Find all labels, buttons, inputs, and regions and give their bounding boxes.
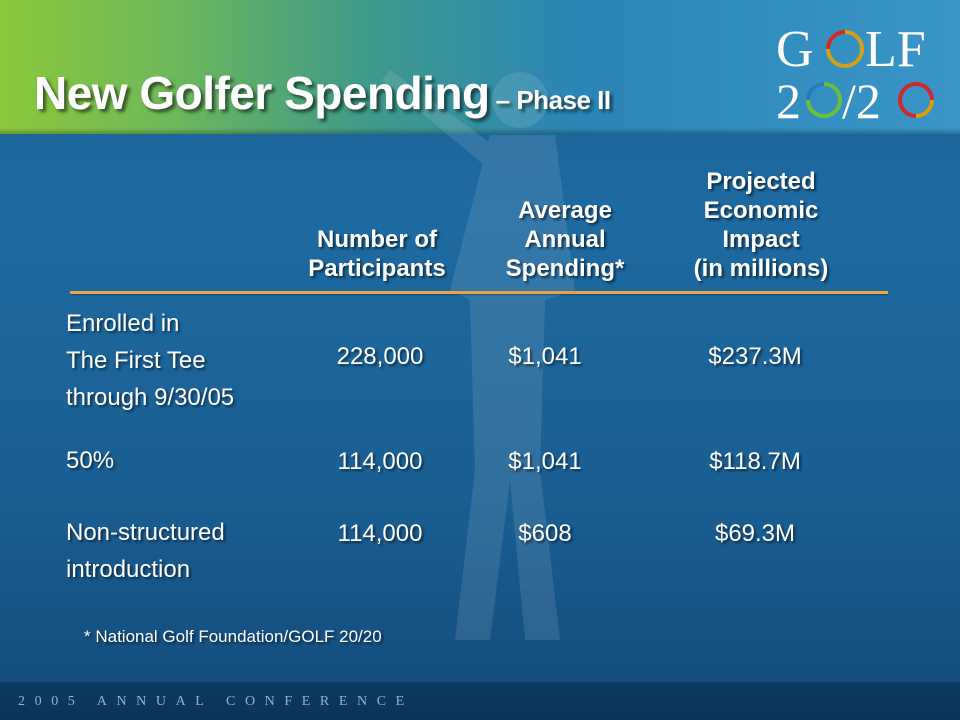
- header-participants-line: Number of: [317, 226, 437, 253]
- row-label-line: Enrolled in: [66, 310, 180, 337]
- footer-band: 2005 ANNUAL CONFERENCE: [0, 682, 960, 720]
- header-impact-line: Projected: [706, 168, 816, 195]
- header-band: [0, 0, 960, 134]
- cell-participants: 114,000: [337, 520, 423, 547]
- header-spending: Average Annual Spending*: [490, 196, 640, 283]
- header-participants-line: Participants: [308, 255, 446, 282]
- header-participants: Number of Participants: [296, 225, 458, 283]
- title-main: New Golfer Spending: [34, 67, 490, 119]
- header-spending-line: Spending*: [505, 255, 625, 282]
- cell-impact: $118.7M: [709, 448, 801, 475]
- svg-text:G: G: [776, 21, 814, 78]
- cell-participants: 114,000: [337, 448, 423, 475]
- header-spending-line: Average: [518, 197, 612, 224]
- header-impact-line: Economic: [703, 197, 819, 224]
- header-impact: Projected Economic Impact (in millions): [676, 167, 846, 283]
- page-title: New Golfer Spending – Phase II: [34, 66, 611, 120]
- cell-spending: $1,041: [508, 448, 582, 475]
- cell-impact: $237.3M: [708, 343, 802, 370]
- golf-2020-logo: G LF 2 /2: [776, 21, 934, 126]
- golfer-silhouette-icon: [382, 70, 575, 640]
- row-label: 50%: [66, 442, 114, 479]
- footer-text: 2005 ANNUAL CONFERENCE: [18, 694, 414, 709]
- cell-spending: $1,041: [508, 343, 582, 370]
- row-label-line: The First Tee: [66, 347, 206, 374]
- svg-text:LF: LF: [865, 21, 926, 78]
- cell-spending: $608: [518, 520, 572, 547]
- title-phase: – Phase II: [495, 85, 611, 115]
- svg-text:/2: /2: [842, 73, 881, 126]
- row-label-line: Non-structured: [66, 519, 225, 546]
- row-label-line: through 9/30/05: [66, 384, 235, 411]
- cell-participants: 228,000: [336, 343, 424, 370]
- cell-impact: $69.3M: [714, 520, 796, 547]
- row-label-line: introduction: [66, 556, 191, 583]
- row-label: Enrolled in The First Tee through 9/30/0…: [66, 305, 234, 416]
- header-divider: [70, 291, 888, 294]
- svg-text:2: 2: [776, 73, 801, 126]
- header-impact-line: (in millions): [693, 255, 829, 282]
- footnote: * National Golf Foundation/GOLF 20/20: [84, 627, 382, 646]
- row-label-line: 50%: [66, 447, 115, 474]
- row-label: Non-structured introduction: [66, 514, 225, 588]
- header-spending-line: Annual: [524, 226, 606, 253]
- header-impact-line: Impact: [722, 226, 800, 253]
